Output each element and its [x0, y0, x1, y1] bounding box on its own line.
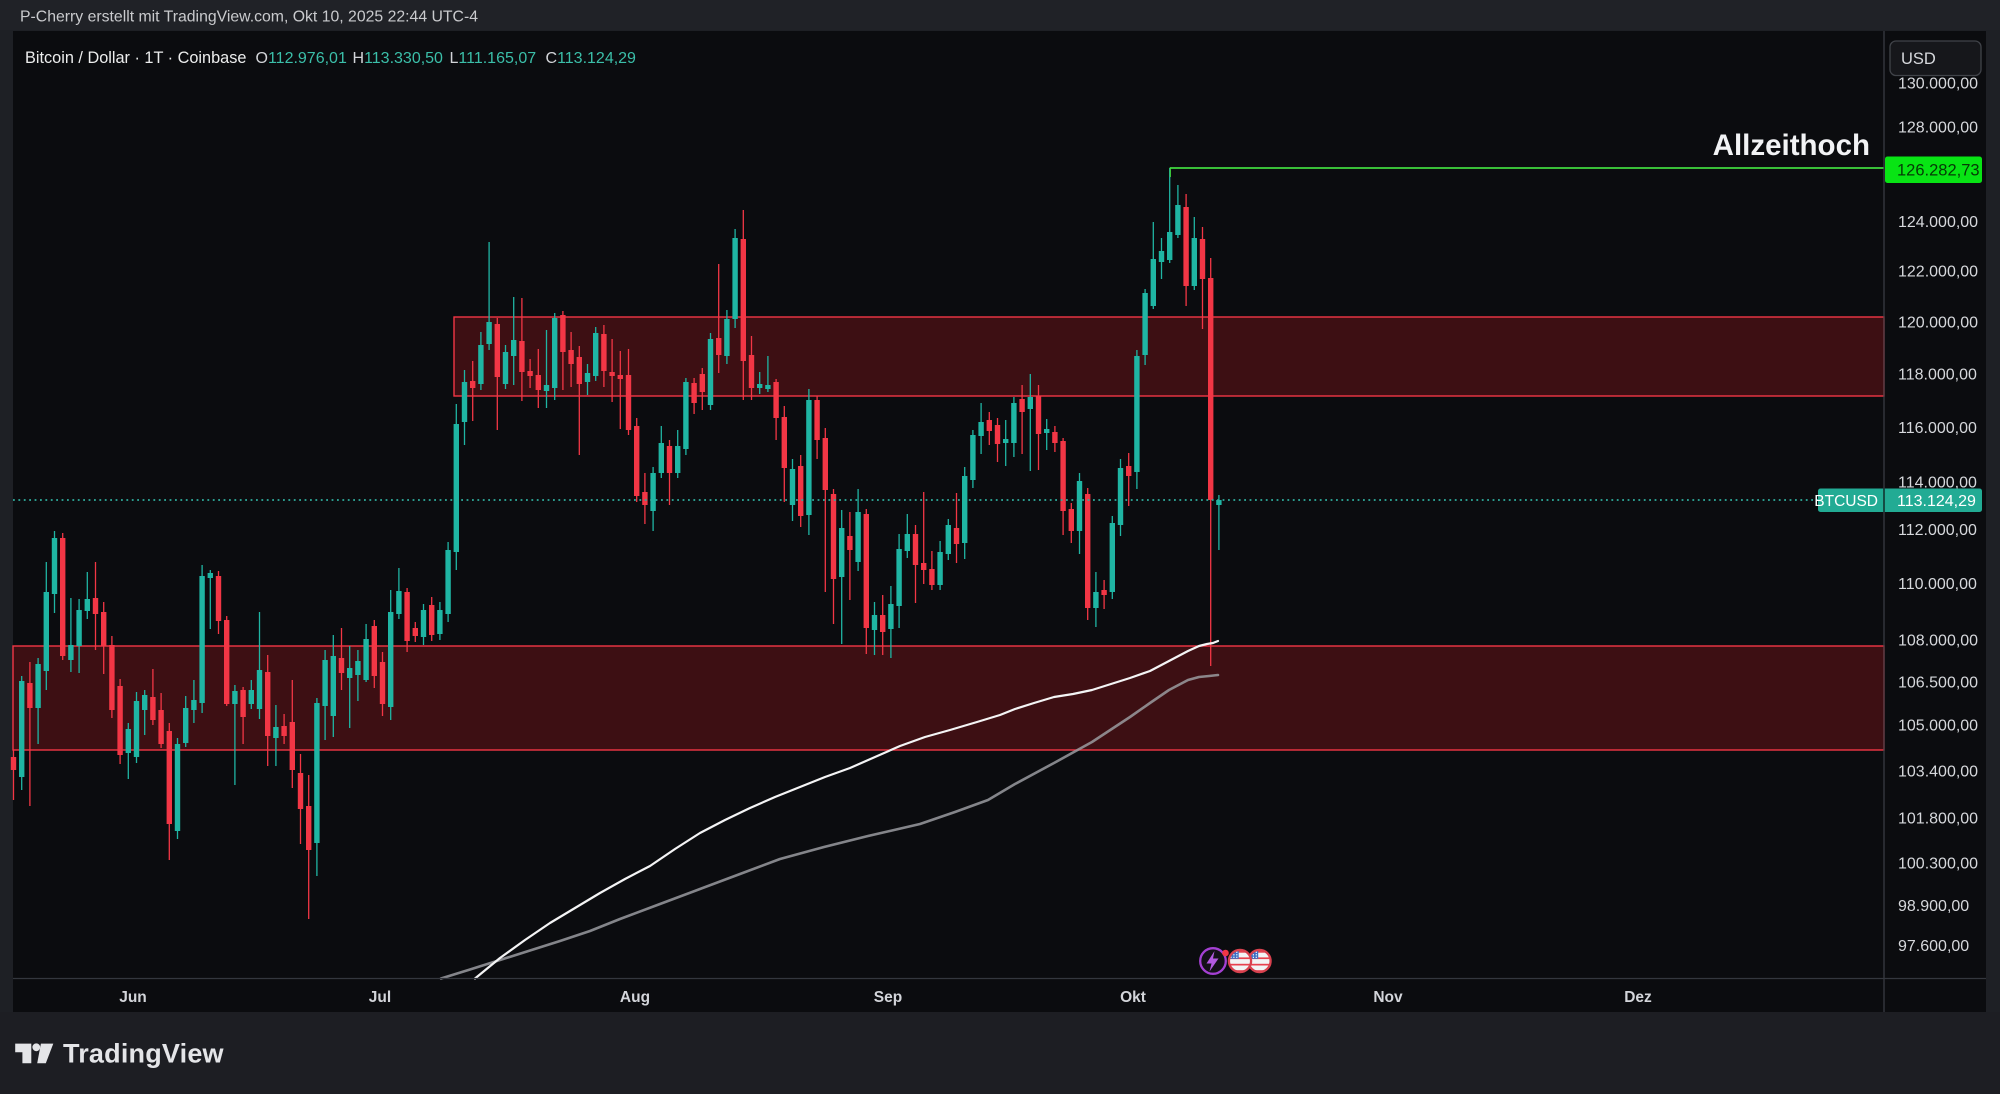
svg-text:106.500,00: 106.500,00 [1898, 675, 1978, 692]
svg-text:120.000,00: 120.000,00 [1898, 315, 1978, 332]
svg-text:130.000,00: 130.000,00 [1898, 76, 1978, 93]
svg-text:126.282,73: 126.282,73 [1897, 162, 1980, 180]
svg-text:Allzeithoch: Allzeithoch [1713, 129, 1870, 162]
svg-text:Jun: Jun [119, 989, 147, 1006]
svg-text:H113.330,50: H113.330,50 [353, 50, 444, 67]
svg-text:C113.124,29: C113.124,29 [546, 50, 637, 67]
svg-text:128.000,00: 128.000,00 [1898, 120, 1978, 137]
svg-text:P-Cherry erstellt mit TradingV: P-Cherry erstellt mit TradingView.com, O… [20, 9, 478, 26]
svg-text:112.000,00: 112.000,00 [1898, 522, 1977, 539]
svg-text:Nov: Nov [1373, 989, 1403, 1006]
svg-text:BTCUSD: BTCUSD [1814, 493, 1878, 510]
svg-text:O112.976,01: O112.976,01 [256, 50, 347, 67]
svg-text:100.300,00: 100.300,00 [1898, 856, 1978, 873]
svg-text:101.800,00: 101.800,00 [1898, 811, 1978, 828]
svg-text:TradingView: TradingView [63, 1039, 225, 1069]
svg-text:Jul: Jul [369, 989, 391, 1006]
svg-text:110.000,00: 110.000,00 [1898, 576, 1977, 593]
svg-text:118.000,00: 118.000,00 [1898, 367, 1977, 384]
svg-text:97.600,00: 97.600,00 [1898, 938, 1969, 955]
svg-text:Bitcoin / Dollar · 1T · Coinba: Bitcoin / Dollar · 1T · Coinbase [25, 49, 246, 67]
svg-text:Okt: Okt [1120, 989, 1146, 1006]
svg-text:L111.165,07: L111.165,07 [450, 50, 537, 67]
svg-text:Dez: Dez [1624, 989, 1652, 1006]
svg-text:114.000,00: 114.000,00 [1898, 475, 1977, 492]
svg-text:Sep: Sep [874, 989, 902, 1006]
svg-text:Aug: Aug [620, 989, 650, 1006]
svg-text:103.400,00: 103.400,00 [1898, 764, 1978, 781]
svg-text:116.000,00: 116.000,00 [1898, 420, 1977, 437]
svg-text:113.124,29: 113.124,29 [1897, 493, 1976, 510]
svg-text:122.000,00: 122.000,00 [1898, 264, 1978, 281]
svg-text:98.900,00: 98.900,00 [1898, 898, 1969, 915]
svg-text:105.000,00: 105.000,00 [1898, 718, 1978, 735]
svg-text:USD: USD [1901, 50, 1936, 68]
svg-text:124.000,00: 124.000,00 [1898, 214, 1978, 231]
svg-text:108.000,00: 108.000,00 [1898, 633, 1978, 650]
